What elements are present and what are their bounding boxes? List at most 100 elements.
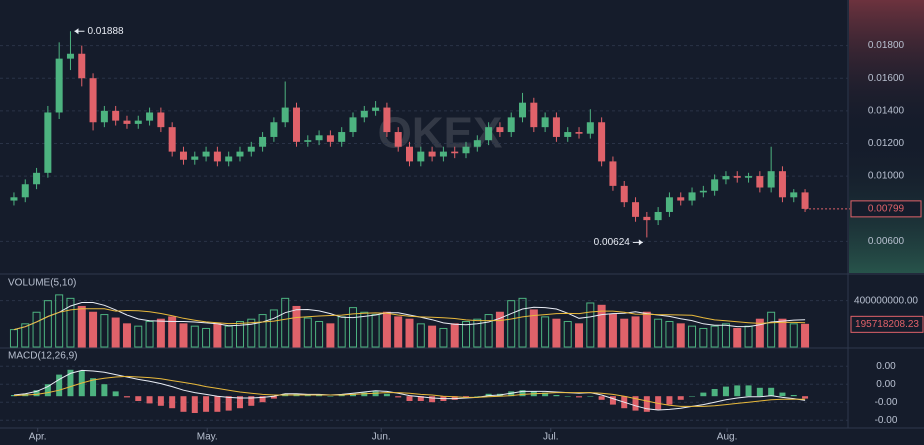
last-price-box bbox=[850, 200, 922, 218]
macd-bar bbox=[90, 378, 97, 397]
volume-bar bbox=[529, 309, 538, 348]
volume-bar bbox=[202, 327, 211, 348]
volume-bar bbox=[563, 321, 572, 348]
macd-bar bbox=[609, 396, 616, 405]
macd-bar bbox=[711, 389, 718, 397]
y-tick-label: 0.00600 bbox=[868, 236, 905, 247]
volume-bar bbox=[32, 311, 41, 348]
candle-body bbox=[33, 172, 41, 185]
macd-bar bbox=[123, 396, 130, 398]
macd-bar bbox=[372, 391, 379, 397]
candle-body bbox=[745, 176, 753, 178]
candle-body bbox=[688, 192, 696, 201]
macd-bar bbox=[236, 396, 243, 409]
macd-bar bbox=[146, 396, 153, 404]
volume-bar bbox=[642, 311, 651, 348]
y-tick-label: -0.00 bbox=[875, 397, 898, 408]
volume-bar bbox=[721, 323, 730, 348]
volume-bar bbox=[89, 311, 98, 348]
candle-body bbox=[78, 53, 86, 79]
macd-bar bbox=[56, 374, 63, 397]
macd-bar bbox=[542, 392, 549, 397]
macd-bar bbox=[779, 392, 786, 397]
volume-bar bbox=[303, 317, 312, 348]
macd-bar bbox=[802, 396, 809, 399]
volume-bar bbox=[439, 327, 448, 348]
volume-bar bbox=[654, 318, 663, 348]
macd-bar bbox=[304, 395, 311, 397]
candle-body bbox=[281, 107, 289, 123]
candle-body bbox=[598, 122, 606, 162]
candle-body bbox=[564, 132, 572, 137]
macd-bar bbox=[632, 396, 639, 411]
depth-shade bbox=[849, 0, 924, 273]
macd-bar bbox=[406, 396, 413, 401]
macd-bar bbox=[677, 396, 684, 400]
candle-body bbox=[236, 151, 244, 157]
macd-bar bbox=[135, 396, 142, 401]
macd-bar bbox=[564, 396, 571, 397]
candle-body bbox=[778, 171, 786, 198]
macd-bar bbox=[67, 369, 74, 397]
candle-body bbox=[315, 135, 323, 141]
macd-bar bbox=[451, 396, 458, 400]
candle-body bbox=[586, 122, 594, 134]
volume-bar bbox=[382, 311, 391, 348]
macd-bar bbox=[169, 396, 176, 409]
macd-bar bbox=[429, 396, 436, 403]
macd-bar bbox=[10, 395, 17, 397]
y-tick-label: 0.01600 bbox=[868, 73, 905, 84]
y-tick-label: 0.00 bbox=[876, 361, 896, 372]
annotation-arrowhead bbox=[74, 28, 79, 35]
candle-body bbox=[304, 140, 312, 142]
candle-body bbox=[665, 197, 673, 212]
candle-body bbox=[191, 156, 199, 160]
macd-bar bbox=[700, 392, 707, 397]
volume-bar bbox=[631, 316, 640, 348]
volume-bar bbox=[676, 323, 685, 348]
candle-body bbox=[247, 146, 255, 152]
macd-bar bbox=[44, 384, 51, 397]
candle-body bbox=[21, 184, 29, 198]
candle-body bbox=[394, 132, 402, 147]
macd-bar bbox=[598, 396, 605, 400]
volume-bar bbox=[134, 325, 143, 348]
volume-bar bbox=[575, 323, 584, 348]
candle-body bbox=[733, 176, 741, 178]
macd-bar bbox=[689, 396, 696, 397]
volume-bar bbox=[111, 317, 120, 348]
volume-bar bbox=[462, 321, 471, 348]
candle-body bbox=[620, 185, 628, 203]
candle-body bbox=[406, 146, 414, 162]
volume-bar bbox=[699, 327, 708, 348]
volume-bar bbox=[733, 327, 742, 348]
candle-body bbox=[55, 58, 63, 113]
volume-bar bbox=[21, 323, 30, 348]
candle-body bbox=[202, 151, 210, 157]
volume-bar bbox=[235, 321, 244, 348]
volume-bar bbox=[315, 321, 324, 348]
volume-bar bbox=[586, 302, 595, 348]
candle-body bbox=[519, 102, 527, 118]
macd-bar bbox=[722, 386, 729, 397]
volume-bar bbox=[168, 316, 177, 348]
candle-body bbox=[801, 192, 809, 209]
macd-bar bbox=[485, 393, 492, 397]
candle-body bbox=[270, 122, 278, 137]
volume-bar bbox=[55, 294, 64, 348]
y-tick-label: 400000000.00 bbox=[854, 295, 918, 306]
volume-bar bbox=[156, 318, 165, 348]
candle-body bbox=[643, 216, 651, 221]
macd-bar bbox=[112, 391, 119, 397]
x-tick-label: May. bbox=[197, 432, 218, 443]
candle-body bbox=[100, 110, 108, 123]
macd-bar bbox=[191, 396, 198, 413]
macd-bar bbox=[519, 390, 526, 397]
low-label: 0.00624 bbox=[594, 237, 631, 248]
candle-body bbox=[767, 171, 775, 188]
y-tick-label: 0.01400 bbox=[868, 105, 905, 116]
macd-bar bbox=[383, 393, 390, 397]
candle-body bbox=[473, 140, 481, 147]
macd-bar bbox=[463, 396, 470, 398]
